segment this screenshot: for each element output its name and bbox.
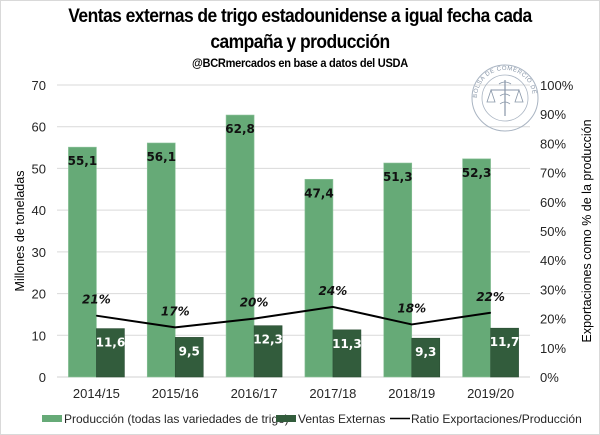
data-label-exports: 11,3 xyxy=(332,337,362,351)
y2-tick-label: 60% xyxy=(540,195,566,210)
y-tick-label: 50 xyxy=(32,161,46,176)
seal-text: BOLSA DE COMERCIO DE ROSARIO xyxy=(0,0,536,98)
data-label-ratio: 20% xyxy=(240,296,269,310)
bar-production xyxy=(304,178,334,378)
data-label-ratio: 21% xyxy=(82,293,111,307)
data-labels: 55,1 56,1 62,8 47,4 51,3 52,3 11,6 9,5 12,3 11,3 9… xyxy=(68,122,520,359)
data-label-ratio: 18% xyxy=(397,301,426,315)
y2-tick-label: 70% xyxy=(540,166,566,181)
ratio-point xyxy=(332,306,334,308)
ratio-point xyxy=(253,318,255,320)
x-tick-label: 2019/20 xyxy=(467,386,514,401)
axes: 0 10 20 30 40 50 60 70 0% 10% 20% 30% 40% 50% 60% 70% 80… xyxy=(32,78,574,401)
svg-text:BOLSA DE COMERCIO DE ROSARIO: BOLSA DE COMERCIO DE ROSARIO xyxy=(0,0,537,98)
legend-swatch-production xyxy=(42,415,62,422)
x-tick-label: 2016/17 xyxy=(231,386,278,401)
chart-subtitle: @BCRmercados en base a datos del USDA xyxy=(192,56,408,70)
data-label-exports: 11,6 xyxy=(96,336,126,350)
y-tick-label: 70 xyxy=(32,78,46,93)
data-label-production: 51,3 xyxy=(383,170,413,184)
bar-exports xyxy=(332,329,362,378)
legend: Producción (todas las variedades de trig… xyxy=(42,412,582,426)
y2-tick-label: 90% xyxy=(540,107,566,122)
data-label-exports: 9,5 xyxy=(179,344,200,358)
legend-swatch-exports xyxy=(276,415,296,422)
chart-title-line-1: Ventas externas de trigo estadounidense … xyxy=(68,6,532,27)
bar-production xyxy=(462,158,491,378)
y2-tick-label: 50% xyxy=(540,224,566,239)
y2-tick-label: 0% xyxy=(540,370,559,385)
ratio-line-series xyxy=(95,305,492,329)
y-tick-label: 0 xyxy=(39,370,46,385)
data-label-production: 47,4 xyxy=(304,186,334,200)
data-label-production: 55,1 xyxy=(68,154,98,168)
data-label-production: 62,8 xyxy=(225,122,255,136)
y2-tick-label: 100% xyxy=(540,78,574,93)
legend-label-ratio: Ratio Exportaciones/Producción xyxy=(411,412,582,426)
y-tick-label: 60 xyxy=(32,120,46,135)
bcr-seal-watermark: BOLSA DE COMERCIO DE ROSARIO xyxy=(0,0,539,132)
x-tick-label: 2017/18 xyxy=(309,386,356,401)
y-tick-label: 30 xyxy=(32,245,46,260)
gridlines xyxy=(57,84,530,378)
data-label-production: 56,1 xyxy=(146,150,176,164)
ratio-point xyxy=(95,315,97,317)
ratio-point xyxy=(174,326,176,328)
bar-production xyxy=(225,114,255,378)
bar-exports xyxy=(411,337,441,378)
y-tick-label: 40 xyxy=(32,203,46,218)
y2-tick-label: 80% xyxy=(540,136,566,151)
bars xyxy=(68,114,519,378)
x-tick-label: 2018/19 xyxy=(388,386,435,401)
bar-production xyxy=(68,146,97,378)
y2-tick-label: 20% xyxy=(540,312,566,327)
ratio-point xyxy=(411,323,413,325)
bar-production xyxy=(383,162,413,378)
x-tick-label: 2015/16 xyxy=(152,386,199,401)
legend-label-exports: Ventas Externas xyxy=(298,412,385,426)
x-tick-label: 2014/15 xyxy=(73,386,120,401)
data-label-ratio: 22% xyxy=(476,290,505,304)
data-label-exports: 9,3 xyxy=(415,345,436,359)
legend-label-production: Producción (todas las variedades de trig… xyxy=(64,412,289,426)
bar-exports xyxy=(253,325,283,378)
y2-axis-title: Exportaciones como % de la producción xyxy=(580,119,594,342)
ratio-line xyxy=(96,305,491,329)
ratio-point xyxy=(490,312,492,314)
y2-tick-label: 10% xyxy=(540,341,566,356)
y-tick-label: 10 xyxy=(32,328,46,343)
data-label-exports: 12,3 xyxy=(253,333,283,347)
data-label-ratio: 17% xyxy=(161,304,190,318)
y-tick-label: 20 xyxy=(32,287,46,302)
y2-tick-label: 40% xyxy=(540,253,566,268)
bar-exports xyxy=(174,337,204,378)
data-label-exports: 11,7 xyxy=(490,335,520,349)
chart-title-line-2: campaña y producción xyxy=(210,32,390,53)
data-label-ratio: 24% xyxy=(319,284,348,298)
data-label-production: 52,3 xyxy=(462,166,492,180)
bar-exports xyxy=(490,327,519,378)
bar-exports xyxy=(96,328,125,378)
y-axis-title: Millones de toneladas xyxy=(13,171,27,292)
bar-production xyxy=(146,142,176,378)
y2-tick-label: 30% xyxy=(540,282,566,297)
